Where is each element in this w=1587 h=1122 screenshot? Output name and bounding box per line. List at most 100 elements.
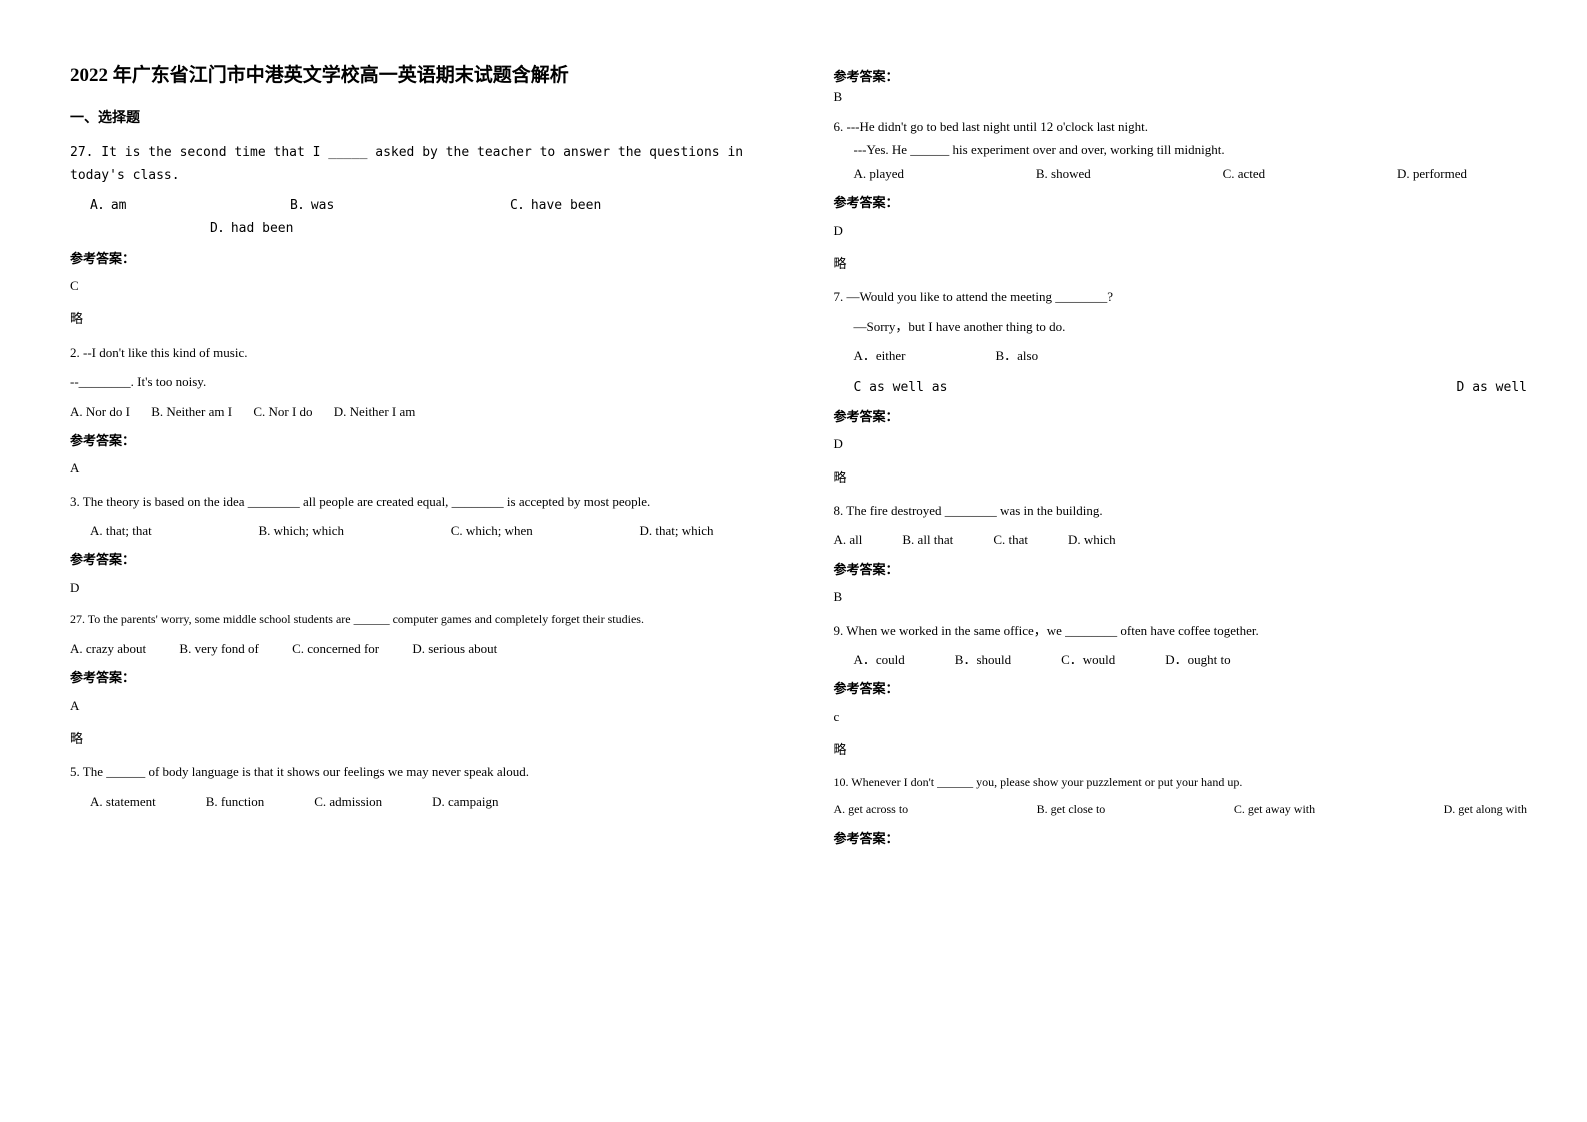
q2-optD: D. Neither I am <box>334 404 416 419</box>
q7-optD: D as well <box>1457 376 1527 399</box>
q9-optC: C．would <box>1061 648 1115 671</box>
q10-optD: D. get along with <box>1444 799 1527 821</box>
q6-stem2: ---Yes. He ______ his experiment over an… <box>834 138 1528 161</box>
q27a-options-row1: A．am B．was C．have been <box>70 194 744 217</box>
q5-optB: B. function <box>206 790 265 813</box>
q3-answer: D <box>70 576 744 599</box>
omit-text: 略 <box>834 738 1528 761</box>
answer-label: 参考答案： <box>834 191 1528 214</box>
q9-options: A．could B．should C．would D．ought to <box>834 648 1528 671</box>
question-7: 7. —Would you like to attend the meeting… <box>834 285 1528 489</box>
question-5: 5. The ______ of body language is that i… <box>70 760 744 813</box>
q5-optD: D. campaign <box>432 790 498 813</box>
q8-answer: B <box>834 585 1528 608</box>
q27b-optB: B. very fond of <box>179 641 258 656</box>
q8-options: A. all B. all that C. that D. which <box>834 528 1528 551</box>
q27a-optC: C．have been <box>510 194 601 217</box>
right-column: 参考答案： B 6. ---He didn't go to bed last n… <box>794 0 1587 1122</box>
q5-options: A. statement B. function C. admission D.… <box>70 790 744 813</box>
question-10: 10. Whenever I don't ______ you, please … <box>834 772 1528 851</box>
q27a-optD: D．had been <box>70 217 744 240</box>
answer-label: 参考答案： <box>70 666 744 689</box>
q9-optB: B．should <box>955 648 1011 671</box>
q27a-optB: B．was <box>290 194 510 217</box>
q8-optB: B. all that <box>902 528 953 551</box>
answer-label: 参考答案： <box>834 558 1528 581</box>
question-8: 8. The fire destroyed ________ was in th… <box>834 499 1528 609</box>
q9-answer: c <box>834 705 1528 728</box>
q6-options: A. played B. showed C. acted D. performe… <box>834 162 1528 185</box>
q7-stem2: —Sorry，but I have another thing to do. <box>834 315 1528 338</box>
section-header-1: 一、选择题 <box>70 107 744 127</box>
q2-answer: A <box>70 456 744 479</box>
answer-label: 参考答案： <box>834 66 1528 85</box>
q27a-stem: 27. It is the second time that I _____ a… <box>70 141 744 188</box>
q9-optA: A．could <box>854 648 905 671</box>
question-2: 2. --I don't like this kind of music. --… <box>70 341 744 480</box>
q7-options-row2: C as well as D as well <box>834 376 1528 399</box>
q8-optA: A. all <box>834 528 863 551</box>
answer-label: 参考答案： <box>834 405 1528 428</box>
question-9: 9. When we worked in the same office，we … <box>834 619 1528 762</box>
omit-text: 略 <box>70 727 744 750</box>
q6-optB: B. showed <box>1036 162 1091 185</box>
question-3: 3. The theory is based on the idea _____… <box>70 490 744 600</box>
q6-answer: D <box>834 219 1528 242</box>
q10-options: A. get across to B. get close to C. get … <box>834 799 1528 821</box>
q7-optA: A．either <box>854 344 906 367</box>
q5-answer: B <box>834 89 1528 105</box>
answer-label: 参考答案： <box>70 548 744 571</box>
q6-optD: D. performed <box>1397 162 1467 185</box>
q2-options: A. Nor do I B. Neither am I C. Nor I do … <box>70 400 744 423</box>
q7-optC: C as well as <box>854 376 948 399</box>
answer-label: 参考答案： <box>70 429 744 452</box>
q27b-options: A. crazy about B. very fond of C. concer… <box>70 637 744 660</box>
q5-optC: C. admission <box>314 790 382 813</box>
q3-options: A. that; that B. which; which C. which; … <box>70 519 744 542</box>
question-27b: 27. To the parents' worry, some middle s… <box>70 609 744 750</box>
q10-stem: 10. Whenever I don't ______ you, please … <box>834 772 1528 794</box>
left-column: 2022 年广东省江门市中港英文学校高一英语期末试题含解析 一、选择题 27. … <box>0 0 794 1122</box>
question-27a: 27. It is the second time that I _____ a… <box>70 141 744 331</box>
omit-text: 略 <box>70 307 744 330</box>
q7-optB: B．also <box>995 344 1038 367</box>
q3-stem: 3. The theory is based on the idea _____… <box>70 490 744 513</box>
answer-label: 参考答案： <box>70 247 744 270</box>
q10-optA: A. get across to <box>834 799 909 821</box>
q10-optC: C. get away with <box>1234 799 1315 821</box>
q2-stem2: --________. It's too noisy. <box>70 370 744 393</box>
answer-label: 参考答案： <box>834 827 1528 850</box>
q7-answer: D <box>834 432 1528 455</box>
q27b-stem: 27. To the parents' worry, some middle s… <box>70 609 744 631</box>
q3-optD: D. that; which <box>639 519 713 542</box>
omit-text: 略 <box>834 252 1528 275</box>
omit-text: 略 <box>834 466 1528 489</box>
answer-label: 参考答案： <box>834 677 1528 700</box>
q27a-optA: A．am <box>70 194 290 217</box>
q2-stem1: 2. --I don't like this kind of music. <box>70 341 744 364</box>
q2-optA: A. Nor do I <box>70 404 130 419</box>
q5-optA: A. statement <box>90 790 156 813</box>
q7-stem1: 7. —Would you like to attend the meeting… <box>834 285 1528 308</box>
q8-stem: 8. The fire destroyed ________ was in th… <box>834 499 1528 522</box>
q2-optB: B. Neither am I <box>151 404 232 419</box>
q7-options-row1: A．either B．also <box>834 344 1528 367</box>
q9-optD: D．ought to <box>1165 648 1230 671</box>
q8-optC: C. that <box>993 528 1028 551</box>
q27b-optC: C. concerned for <box>292 641 379 656</box>
q27b-answer: A <box>70 694 744 717</box>
q10-optB: B. get close to <box>1037 799 1106 821</box>
q6-optA: A. played <box>854 162 905 185</box>
q27b-optA: A. crazy about <box>70 641 146 656</box>
q3-optA: A. that; that <box>90 519 152 542</box>
q27b-optD: D. serious about <box>412 641 497 656</box>
q6-optC: C. acted <box>1223 162 1266 185</box>
q3-optB: B. which; which <box>258 519 344 542</box>
question-6: 6. ---He didn't go to bed last night unt… <box>834 115 1528 275</box>
q8-optD: D. which <box>1068 528 1116 551</box>
q9-stem: 9. When we worked in the same office，we … <box>834 619 1528 642</box>
q5-stem: 5. The ______ of body language is that i… <box>70 760 744 783</box>
page-title: 2022 年广东省江门市中港英文学校高一英语期末试题含解析 <box>70 60 744 87</box>
q6-stem1: 6. ---He didn't go to bed last night unt… <box>834 115 1528 138</box>
q27a-answer: C <box>70 274 744 297</box>
